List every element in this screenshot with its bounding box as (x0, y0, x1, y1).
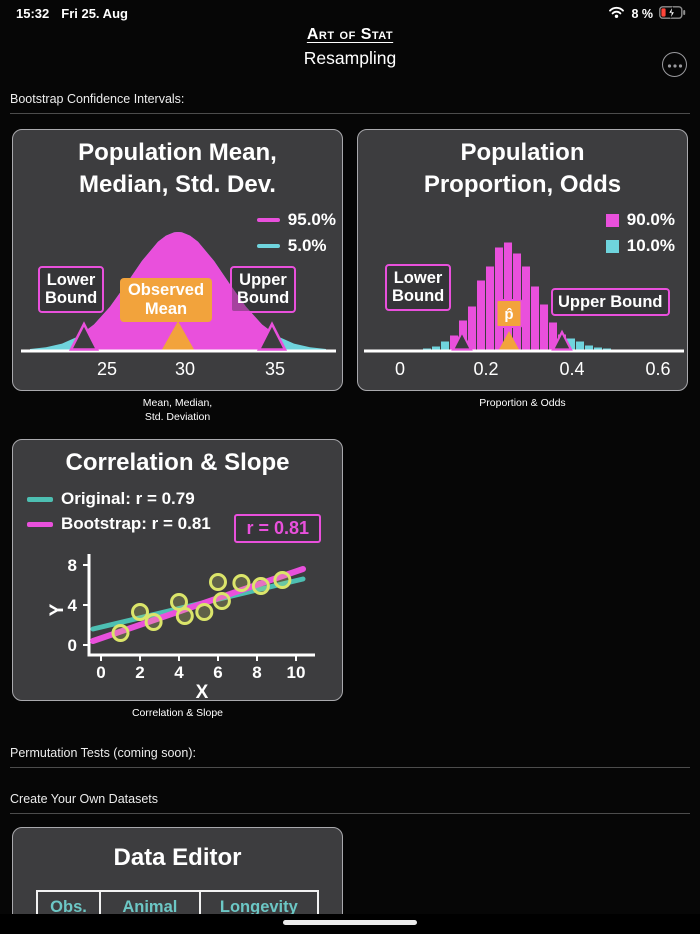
more-button[interactable] (662, 52, 687, 77)
svg-text:25: 25 (97, 359, 117, 379)
screen-title: Resampling (303, 48, 397, 68)
proportion-legend: 90.0% 10.0% (605, 210, 675, 256)
observed-proportion-marker-icon (499, 331, 519, 350)
svg-text:0: 0 (395, 359, 405, 379)
observed-mean-marker-icon (162, 321, 194, 350)
card-caption: Proportion & Odds (479, 397, 566, 409)
lower-bound-marker-icon (451, 329, 473, 351)
y-tick-labels: 8 4 0 (68, 556, 78, 655)
app-header: Art of Stat Resampling (0, 22, 700, 77)
home-indicator-area (0, 914, 700, 934)
x-axis-label: X (196, 682, 209, 701)
upper-bound-marker-icon (551, 329, 573, 351)
app-title: Art of Stat (306, 26, 394, 43)
svg-text:p̂: p̂ (504, 306, 513, 323)
tail-legend-square-icon (605, 239, 619, 253)
svg-text:2: 2 (135, 663, 144, 682)
svg-text:6: 6 (213, 663, 222, 682)
x-tick-labels: 0 0.2 0.4 0.6 (395, 359, 671, 379)
svg-text:35: 35 (265, 359, 285, 379)
section-label-permutation: Permutation Tests (coming soon): (10, 745, 196, 760)
x-tick-labels: 0 2 4 6 8 10 (96, 663, 305, 682)
mean-bootstrap-chart: 25 30 35 95.0% 5.0% (13, 202, 342, 390)
scatter-points (111, 571, 292, 643)
svg-text:0.6: 0.6 (645, 359, 670, 379)
section-divider (10, 812, 690, 814)
mean-legend: 95.0% 5.0% (256, 210, 336, 256)
axis-ticks (83, 564, 297, 662)
card-title: Population Proportion, Odds (423, 139, 622, 198)
svg-text:0: 0 (68, 636, 77, 655)
tail-legend-line-icon (256, 244, 280, 248)
svg-text:8: 8 (68, 556, 77, 575)
card-caption: Correlation & Slope (131, 707, 224, 720)
status-date: Fri 25. Aug (61, 6, 128, 21)
section-label-create-datasets: Create Your Own Datasets (10, 791, 158, 806)
phat-box: p̂ (495, 299, 523, 328)
upper-bound-marker-icon (256, 321, 288, 351)
bootstrap-line-legend-icon (27, 521, 53, 527)
svg-text:4: 4 (174, 663, 184, 682)
status-time: 15:32 (16, 6, 50, 21)
ellipsis-icon (667, 57, 683, 72)
section-divider (10, 766, 690, 768)
lower-bound-marker-icon (68, 321, 100, 351)
correlation-legend: Original: r = 0.79 Bootstrap: r = 0.81 (27, 489, 342, 534)
observed-mean-label: Observed Mean (120, 278, 212, 322)
home-indicator[interactable] (283, 920, 417, 925)
svg-text:0.4: 0.4 (559, 359, 584, 379)
wifi-icon (608, 6, 625, 21)
battery-charging-icon (659, 5, 686, 22)
y-axis-label: Y (47, 604, 68, 617)
status-bar: 15:32 Fri 25. Aug 8 % (0, 0, 700, 22)
svg-text:0.2: 0.2 (473, 359, 498, 379)
svg-text:10: 10 (287, 663, 306, 682)
upper-bound-label: Upper Bound (551, 288, 670, 317)
card-title: Population Mean, Median, Std. Dev. (78, 139, 277, 198)
x-tick-labels: 25 30 35 (97, 359, 285, 379)
section-label-bootstrap: Bootstrap Confidence Intervals: (10, 92, 185, 106)
ci-legend-square-icon (605, 213, 619, 227)
section-divider (10, 113, 690, 114)
upper-bound-label: Upper Bound (230, 266, 296, 313)
card-population-proportion[interactable]: Population Proportion, Odds (357, 129, 688, 391)
original-line-legend-icon (27, 496, 53, 502)
ci-legend-line-icon (256, 218, 280, 222)
svg-text:4: 4 (68, 596, 78, 615)
battery-percent: 8 % (631, 6, 653, 21)
card-caption: Mean, Median, Std. Deviation (142, 397, 213, 424)
card-title: Correlation & Slope (65, 449, 290, 477)
r-value-box: r = 0.81 (234, 514, 321, 544)
lower-bound-label: Lower Bound (385, 264, 451, 311)
card-population-mean[interactable]: Population Mean, Median, Std. Dev. (12, 129, 343, 391)
svg-text:30: 30 (175, 359, 195, 379)
scatter-plot: 0 2 4 6 8 10 8 4 0 X Y (13, 548, 342, 701)
svg-text:0: 0 (96, 663, 105, 682)
card-title: Data Editor (113, 843, 242, 871)
lower-bound-label: Lower Bound (38, 266, 104, 313)
svg-text:8: 8 (252, 663, 261, 682)
proportion-bootstrap-chart: p̂ 0 0.2 0.4 0.6 90.0% (358, 202, 687, 390)
card-correlation-slope[interactable]: Correlation & Slope Original: r = 0.79 B… (12, 439, 343, 702)
